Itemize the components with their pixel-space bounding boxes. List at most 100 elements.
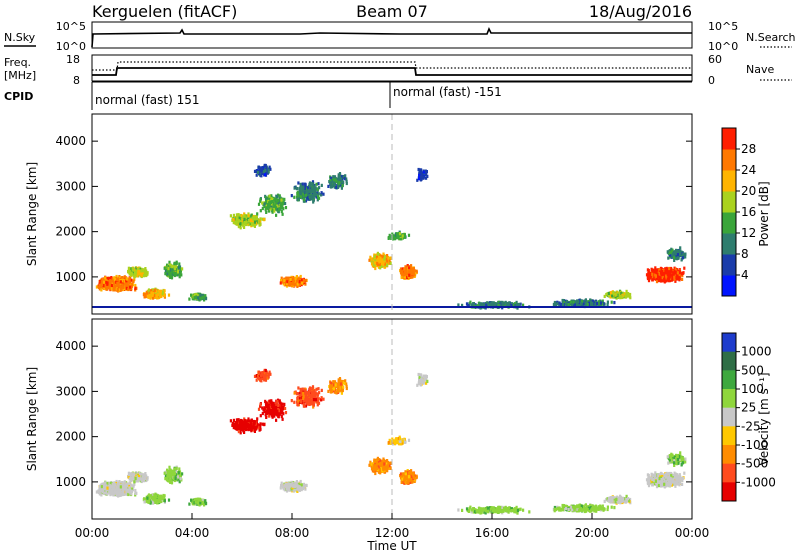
power-cell xyxy=(164,272,167,276)
power-cell xyxy=(314,193,318,197)
power-cell xyxy=(307,188,310,192)
power-cell xyxy=(113,278,117,282)
power-cell xyxy=(309,189,312,193)
power-cell xyxy=(146,272,149,276)
power-cell xyxy=(178,262,181,266)
power-cell xyxy=(300,195,303,199)
power-cell xyxy=(627,292,630,296)
power-cell xyxy=(289,277,292,281)
power-cell xyxy=(115,274,118,279)
power-cell xyxy=(122,285,125,289)
power-cell xyxy=(329,181,332,185)
power-cell xyxy=(411,275,414,279)
power-cell xyxy=(146,291,149,295)
power-cell xyxy=(603,294,606,298)
power-cell xyxy=(143,295,146,299)
beam-title: Beam 07 xyxy=(356,2,428,21)
cpid-segment-2: normal (fast) -151 xyxy=(393,85,502,99)
power-cell xyxy=(126,283,129,287)
power-cell xyxy=(114,284,117,288)
power-cell xyxy=(268,194,271,198)
power-cell xyxy=(276,195,279,199)
power-cell xyxy=(420,172,423,176)
power-cell xyxy=(561,298,564,303)
power-cell xyxy=(337,181,340,185)
power-cell xyxy=(174,272,177,276)
power-cell xyxy=(386,259,389,263)
power-cell xyxy=(296,198,299,202)
power-cell xyxy=(297,181,300,185)
power-cell xyxy=(133,277,136,281)
power-cell xyxy=(311,182,314,186)
power-cell xyxy=(376,251,379,255)
power-cell xyxy=(235,220,238,225)
power-cell xyxy=(278,208,281,212)
power-cell xyxy=(173,265,176,269)
power-cell xyxy=(304,184,307,188)
power-cell xyxy=(260,174,263,178)
power-cell xyxy=(128,267,131,272)
power-cell xyxy=(302,190,305,194)
power-cell xyxy=(301,182,304,186)
power-cell xyxy=(158,290,161,294)
power-cell xyxy=(256,212,259,216)
power-cell xyxy=(108,276,111,280)
power-cell xyxy=(188,297,191,301)
power-cell xyxy=(408,273,411,277)
freq-label-1: Freq. xyxy=(4,56,31,69)
power-cell xyxy=(420,168,423,172)
power-cell xyxy=(259,198,262,202)
power-cell xyxy=(294,276,297,280)
power-cell xyxy=(387,256,390,260)
power-cell xyxy=(116,287,119,292)
power-cell xyxy=(599,301,602,305)
power-cell xyxy=(250,222,253,227)
power-cell xyxy=(168,272,171,276)
power-cell xyxy=(317,182,320,186)
power-cell xyxy=(129,285,132,289)
power-cell xyxy=(118,280,121,284)
power-cell xyxy=(392,234,395,238)
power-cell xyxy=(194,295,197,299)
freq-label-2: [MHz] xyxy=(4,69,36,82)
power-cell xyxy=(486,301,489,305)
cpid-segment-1: normal (fast) 151 xyxy=(95,93,199,107)
power-cell xyxy=(136,274,139,278)
freq-panel: Freq. [MHz] 18 8 60 0 Nave xyxy=(4,53,792,87)
nsky-trace xyxy=(91,27,692,48)
power-cell xyxy=(401,234,404,238)
power-cell xyxy=(620,294,623,298)
power-cell xyxy=(105,280,108,284)
power-cell xyxy=(132,268,135,272)
power-cell xyxy=(150,291,153,295)
power-cell xyxy=(342,180,345,185)
nsky-tick-top: 10^5 xyxy=(56,20,86,33)
power-cell xyxy=(281,212,284,216)
power-cell xyxy=(119,280,122,284)
power-cell xyxy=(280,209,283,214)
power-cell xyxy=(490,301,493,305)
power-cell xyxy=(232,218,235,222)
power-cell xyxy=(313,187,316,191)
power-cell xyxy=(167,293,171,297)
power-cell xyxy=(407,266,411,270)
power-cell xyxy=(407,233,411,237)
power-cell xyxy=(119,284,122,288)
power-cell xyxy=(265,210,268,214)
power-cell xyxy=(177,266,180,270)
power-cell xyxy=(190,293,193,297)
date-title: 18/Aug/2016 xyxy=(589,2,692,21)
power-cell xyxy=(143,268,146,272)
power-cell xyxy=(259,217,262,221)
power-cell xyxy=(102,283,105,287)
power-cell xyxy=(155,293,158,298)
power-cell xyxy=(179,272,182,276)
power-cell xyxy=(284,201,287,206)
cpid-panel: CPID normal (fast) 151 normal (fast) -15… xyxy=(4,81,692,110)
power-cell xyxy=(130,287,133,291)
power-cell xyxy=(108,281,111,285)
power-cell xyxy=(127,287,130,292)
power-cell xyxy=(204,294,207,298)
power-cell xyxy=(472,302,475,306)
power-cell xyxy=(124,282,127,286)
